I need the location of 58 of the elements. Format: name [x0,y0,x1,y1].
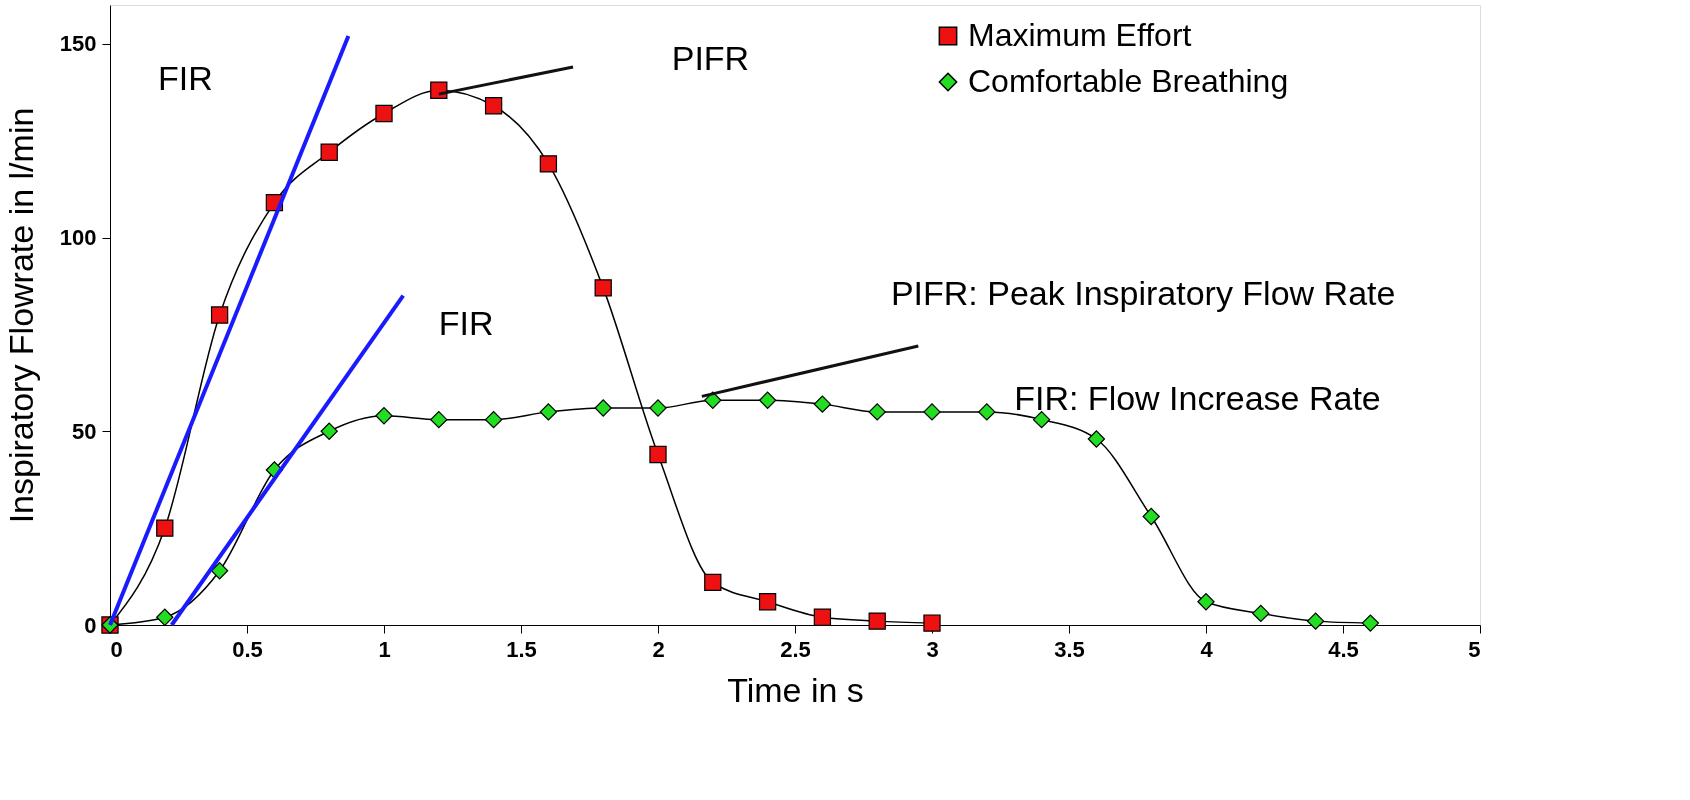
point [704,573,722,592]
point [649,445,667,464]
point [1252,604,1270,623]
x-tick-label: 4 [1200,636,1214,662]
annotation: PIFR [671,39,750,77]
point [320,143,338,161]
x-tick-label: 2 [652,636,665,662]
x-tick-label: 0.5 [232,636,263,662]
x-tick-label: 1 [378,636,391,662]
x-tick-label: 4.5 [1328,636,1359,662]
y-tick-label: 50 [72,418,97,444]
point [484,97,503,115]
legend-label: Maximum Effort [968,17,1192,53]
point [594,399,612,417]
point [156,519,174,537]
x-tick-label: 3 [926,636,939,662]
y-tick-label: 0 [84,612,97,638]
point [320,422,338,440]
point [484,410,503,429]
x-tick-label: 5 [1468,636,1481,662]
point [594,279,612,297]
point [539,155,558,173]
point [1032,410,1051,429]
point [868,612,886,630]
point [1087,430,1106,448]
y-tick-label: 100 [59,225,97,250]
annotation: FIR: Flow Increase Rate [1014,379,1381,417]
point [156,608,174,626]
legend-label: Comfortable Breathing [968,63,1289,99]
point [813,395,832,413]
x-axis-title: Time in s [727,670,864,709]
x-tick-label: 3.5 [1054,636,1085,662]
annotation: FIR [438,304,494,342]
point [1197,593,1215,611]
point [539,403,558,421]
point [1306,612,1325,630]
point [1361,614,1380,632]
point [375,407,393,425]
x-tick-label: 2.5 [780,636,811,662]
point [923,614,941,632]
point [649,399,667,417]
annotation: PIFR: Peak Inspiratory Flow Rate [890,274,1396,312]
x-tick-label: 0 [110,636,123,662]
point [1142,507,1160,526]
point [375,104,393,123]
point [430,410,448,429]
point [758,593,777,611]
point [210,562,229,580]
point [978,403,996,421]
point [210,306,229,324]
annotation: FIR [157,59,213,97]
y-axis-title: Inspiratory Flowrate in l/min [1,107,40,524]
x-tick-label: 1.5 [506,636,537,662]
point [813,608,832,626]
y-tick-label: 150 [59,31,97,57]
point [923,403,941,421]
point [868,403,886,421]
point [758,391,777,409]
